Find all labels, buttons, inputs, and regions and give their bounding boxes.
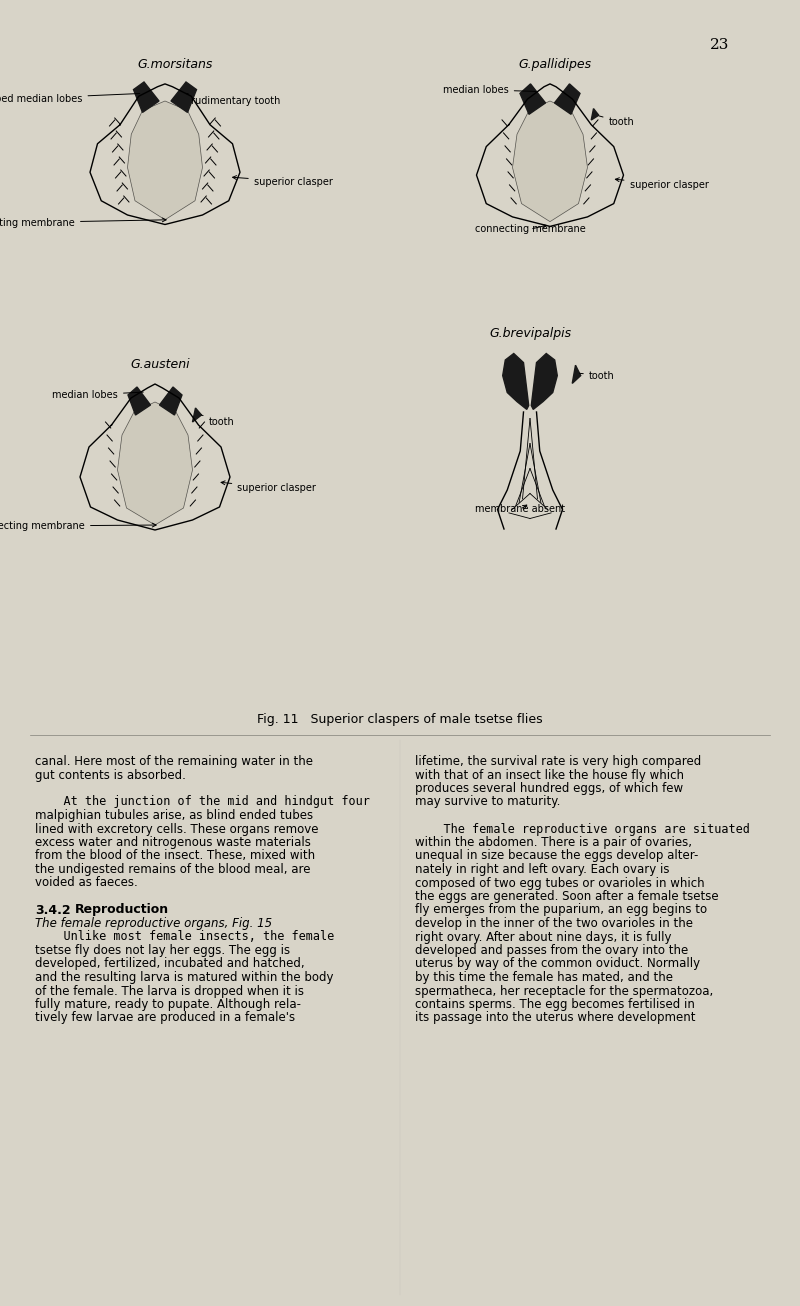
Text: tooth: tooth	[201, 415, 234, 427]
Text: median lobes: median lobes	[443, 85, 536, 94]
Text: composed of two egg tubes or ovarioles in which: composed of two egg tubes or ovarioles i…	[415, 876, 705, 889]
Polygon shape	[134, 82, 159, 112]
Text: the eggs are generated. Soon after a female tsetse: the eggs are generated. Soon after a fem…	[415, 889, 718, 902]
Text: within the abdomen. There is a pair of ovaries,: within the abdomen. There is a pair of o…	[415, 836, 692, 849]
Text: its passage into the uterus where development: its passage into the uterus where develo…	[415, 1012, 695, 1024]
Text: lifetime, the survival rate is very high compared: lifetime, the survival rate is very high…	[415, 755, 702, 768]
Text: well developed median lobes: well developed median lobes	[0, 94, 140, 104]
Text: rudimentary tooth: rudimentary tooth	[186, 94, 280, 106]
Text: excess water and nitrogenous waste materials: excess water and nitrogenous waste mater…	[35, 836, 311, 849]
Text: 23: 23	[710, 38, 730, 52]
Text: right ovary. After about nine days, it is fully: right ovary. After about nine days, it i…	[415, 930, 671, 943]
Text: uterus by way of the common oviduct. Normally: uterus by way of the common oviduct. Nor…	[415, 957, 700, 970]
Text: unequal in size because the eggs develop alter-: unequal in size because the eggs develop…	[415, 849, 698, 862]
Text: developed and passes from the ovary into the: developed and passes from the ovary into…	[415, 944, 688, 957]
Text: superior clasper: superior clasper	[233, 175, 333, 187]
Text: tively few larvae are produced in a female's: tively few larvae are produced in a fema…	[35, 1012, 295, 1024]
Polygon shape	[193, 407, 202, 422]
Text: develop in the inner of the two ovarioles in the: develop in the inner of the two ovariole…	[415, 917, 693, 930]
Text: contains sperms. The egg becomes fertilised in: contains sperms. The egg becomes fertili…	[415, 998, 695, 1011]
Text: lined with excretory cells. These organs remove: lined with excretory cells. These organs…	[35, 823, 318, 836]
Text: Unlike most female insects, the female: Unlike most female insects, the female	[35, 930, 334, 943]
Text: superior clasper: superior clasper	[221, 481, 316, 492]
Text: Reproduction: Reproduction	[75, 904, 169, 917]
Polygon shape	[171, 82, 197, 112]
Polygon shape	[520, 84, 546, 115]
Text: from the blood of the insect. These, mixed with: from the blood of the insect. These, mix…	[35, 849, 315, 862]
Text: tooth: tooth	[599, 116, 634, 127]
Text: produces several hundred eggs, of which few: produces several hundred eggs, of which …	[415, 782, 683, 795]
Text: of the female. The larva is dropped when it is: of the female. The larva is dropped when…	[35, 985, 304, 998]
Text: membrane absent: membrane absent	[475, 504, 565, 515]
Polygon shape	[128, 387, 150, 415]
Text: G.pallidipes: G.pallidipes	[518, 57, 591, 71]
Text: The female reproductive organs, Fig. 15: The female reproductive organs, Fig. 15	[35, 917, 272, 930]
Text: Fig. 11   Superior claspers of male tsetse flies: Fig. 11 Superior claspers of male tsetse…	[257, 713, 543, 726]
Text: and the resulting larva is matured within the body: and the resulting larva is matured withi…	[35, 970, 334, 983]
Polygon shape	[513, 101, 587, 222]
Text: 3.4.2: 3.4.2	[35, 904, 70, 917]
Polygon shape	[554, 84, 580, 115]
Text: connecting membrane: connecting membrane	[474, 225, 586, 234]
Text: canal. Here most of the remaining water in the: canal. Here most of the remaining water …	[35, 755, 313, 768]
Text: malpighian tubules arise, as blind ended tubes: malpighian tubules arise, as blind ended…	[35, 808, 313, 821]
Text: tooth: tooth	[579, 371, 614, 380]
Text: with that of an insect like the house fly which: with that of an insect like the house fl…	[415, 768, 684, 781]
Polygon shape	[502, 354, 529, 409]
Polygon shape	[159, 387, 182, 415]
Text: spermatheca, her receptacle for the spermatozoa,: spermatheca, her receptacle for the sper…	[415, 985, 714, 998]
Text: G.austeni: G.austeni	[130, 358, 190, 371]
Text: gut contents is absorbed.: gut contents is absorbed.	[35, 768, 186, 781]
Text: nately in right and left ovary. Each ovary is: nately in right and left ovary. Each ova…	[415, 863, 670, 876]
Text: G.morsitans: G.morsitans	[138, 57, 213, 71]
Text: connecting membrane: connecting membrane	[0, 218, 166, 227]
Text: superior clasper: superior clasper	[615, 178, 708, 189]
Text: At the junction of the mid and hindgut four: At the junction of the mid and hindgut f…	[35, 795, 370, 808]
Text: tsetse fly does not lay her eggs. The egg is: tsetse fly does not lay her eggs. The eg…	[35, 944, 290, 957]
Polygon shape	[572, 366, 581, 384]
Polygon shape	[531, 354, 558, 409]
Text: may survive to maturity.: may survive to maturity.	[415, 795, 560, 808]
Polygon shape	[591, 108, 598, 120]
Text: voided as faeces.: voided as faeces.	[35, 876, 138, 889]
Text: connecting membrane: connecting membrane	[0, 521, 156, 532]
Text: G.brevipalpis: G.brevipalpis	[489, 326, 571, 340]
Text: The female reproductive organs are situated: The female reproductive organs are situa…	[415, 823, 750, 836]
Polygon shape	[127, 101, 202, 219]
Text: median lobes: median lobes	[52, 390, 143, 400]
Text: fly emerges from the puparium, an egg begins to: fly emerges from the puparium, an egg be…	[415, 904, 707, 917]
Text: the undigested remains of the blood meal, are: the undigested remains of the blood meal…	[35, 863, 310, 876]
Text: fully mature, ready to pupate. Although rela-: fully mature, ready to pupate. Although …	[35, 998, 301, 1011]
Text: developed, fertilized, incubated and hatched,: developed, fertilized, incubated and hat…	[35, 957, 305, 970]
Polygon shape	[118, 402, 193, 525]
Text: by this time the female has mated, and the: by this time the female has mated, and t…	[415, 970, 673, 983]
